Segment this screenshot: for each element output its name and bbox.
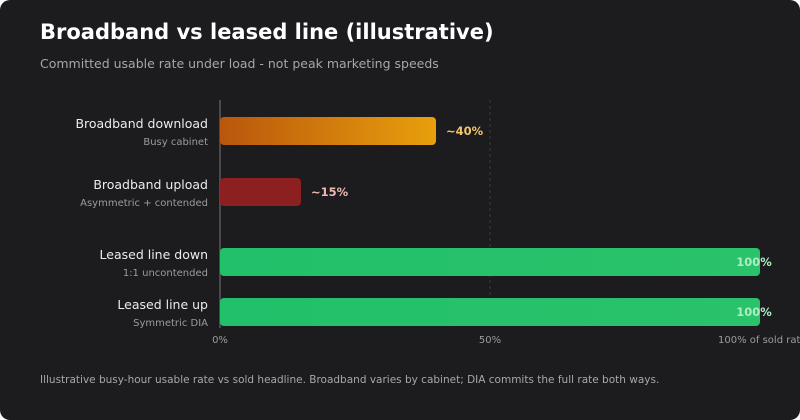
value-label: ~40%: [446, 124, 484, 138]
bar-2: [220, 178, 301, 206]
bar-1: [220, 117, 436, 145]
category-label: Leased line up: [117, 297, 208, 312]
x-tick-label: 50%: [479, 335, 501, 346]
chart-footnote: Illustrative busy-hour usable rate vs so…: [40, 374, 660, 386]
category-label: Broadband download: [75, 116, 208, 131]
chart-subtitle: Committed usable rate under load - not p…: [40, 56, 439, 71]
value-label: 100%: [736, 305, 772, 319]
category-sublabel: Asymmetric + contended: [80, 198, 208, 209]
bar-4: [220, 298, 760, 326]
x-tick-label: 100% of sold rate: [718, 335, 800, 346]
value-label: ~15%: [311, 185, 349, 199]
category-sublabel: Symmetric DIA: [133, 318, 208, 329]
chart-title: Broadband vs leased line (illustrative): [40, 20, 494, 44]
value-label: 100%: [736, 255, 772, 269]
bar-3: [220, 248, 760, 276]
x-tick-label: 0%: [212, 335, 228, 346]
category-label: Broadband upload: [93, 177, 208, 192]
category-sublabel: Busy cabinet: [143, 137, 208, 148]
category-sublabel: 1:1 uncontended: [123, 268, 208, 279]
category-label: Leased line down: [100, 247, 208, 262]
